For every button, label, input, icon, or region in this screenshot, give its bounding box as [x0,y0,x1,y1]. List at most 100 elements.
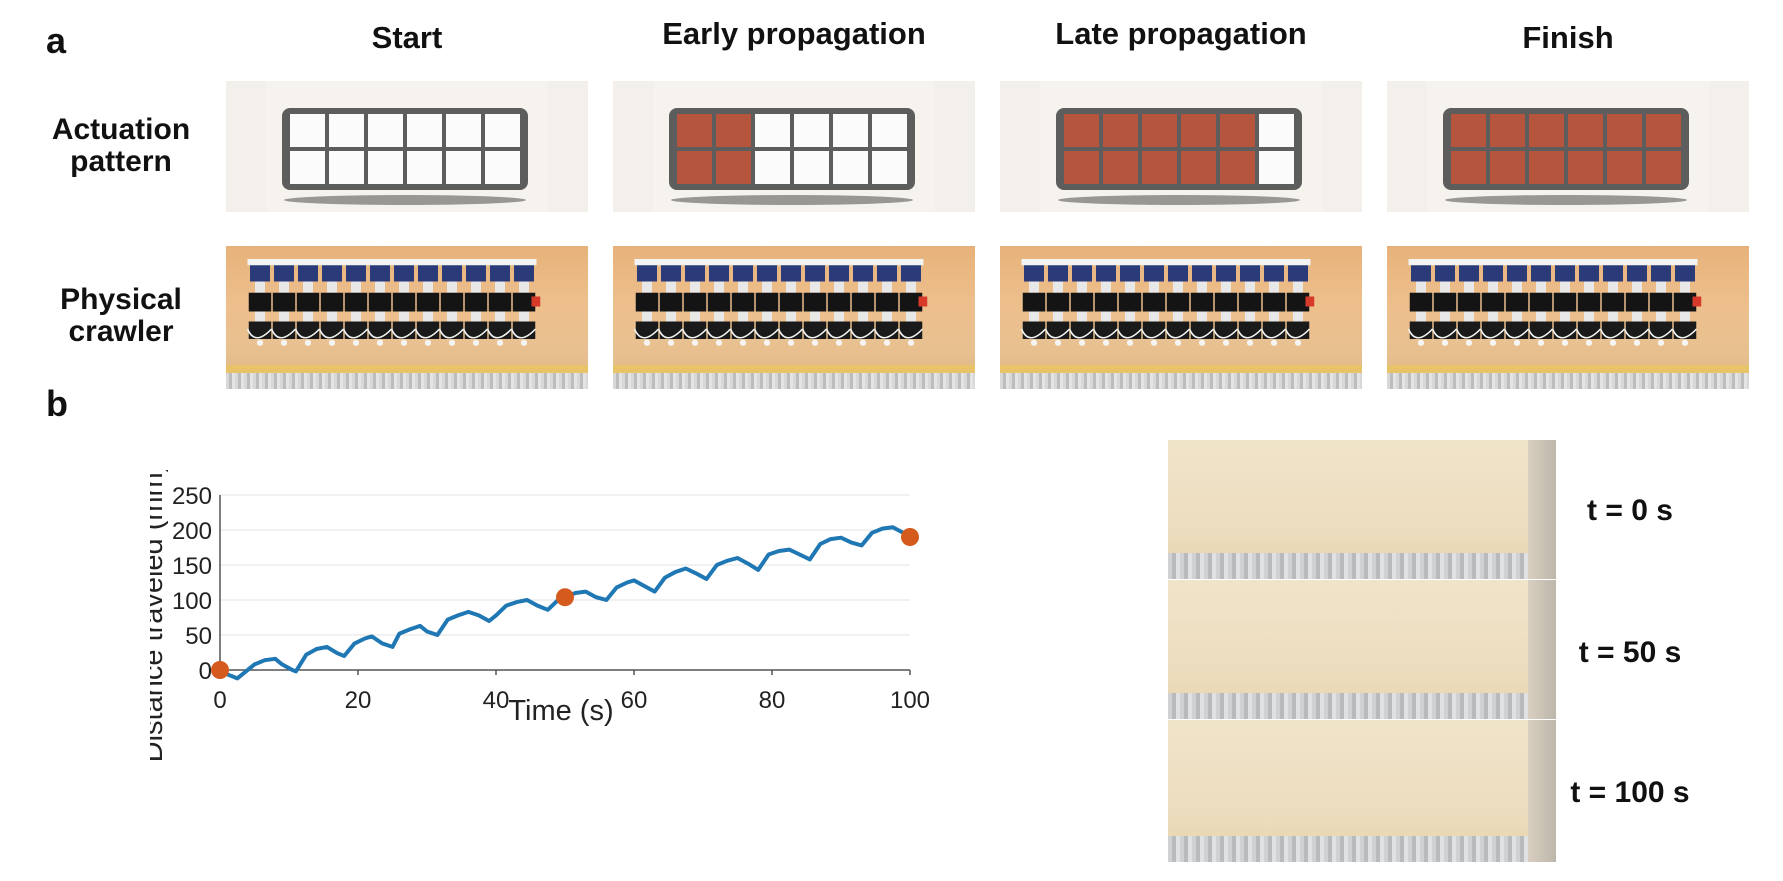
module-cap [1552,259,1578,266]
module-middle [1286,292,1310,312]
module-cap [487,259,513,266]
snapshot-photo-t100 [1168,720,1556,862]
foot [1585,339,1593,346]
module-connector [1512,311,1522,322]
foot [859,339,867,346]
foot [400,339,408,346]
tube [753,328,780,339]
y-tick-label: 150 [172,553,212,580]
module-connector [786,281,796,293]
module-connector [351,281,361,293]
module-middle [1553,292,1577,312]
actuated-cell [1138,110,1181,151]
unactuated-cell [364,110,407,151]
module-connector [810,281,820,293]
unactuated-cell [481,110,524,151]
tube [1260,328,1287,339]
module-connector [642,311,652,322]
column-title-late: Late propagation [1055,16,1307,51]
module-middle [875,292,899,312]
module-cap [1576,259,1602,266]
module-middle [1505,292,1529,312]
module-middle [1529,292,1553,312]
x-tick-label: 40 [483,687,510,714]
data-marker [211,661,229,679]
module-middle [683,292,707,312]
module-top [709,264,729,282]
module-middle [1142,292,1166,312]
tube [1479,328,1506,339]
module-connector [1488,311,1498,322]
tube [1407,328,1434,339]
tube [438,328,465,339]
module-middle [416,292,440,312]
module-cap [1093,259,1119,266]
unactuated-cell [868,110,911,151]
module-connector [1029,311,1039,322]
foot [1270,339,1278,346]
module-connector [1608,311,1618,322]
foot [448,339,456,346]
actuated-cell [1447,110,1490,151]
actuated-cell [1216,110,1259,151]
foot [304,339,312,346]
foot [1246,339,1254,346]
module-top [370,264,390,282]
module-top [1675,264,1695,282]
module-cap [1408,259,1434,266]
module-cap [706,259,732,266]
tube [1431,328,1458,339]
module-connector [1173,281,1183,293]
module-top [1120,264,1140,282]
module-middle [635,292,659,312]
module-connector [858,281,868,293]
module-cap [1648,259,1674,266]
module-middle [296,292,320,312]
tube [1671,328,1698,339]
tube [801,328,828,339]
module-top [1555,264,1575,282]
snapshot-label-t100: t = 100 s [1570,776,1690,809]
unactuated-cell [442,110,485,151]
tube [873,328,900,339]
module-top [1579,264,1599,282]
module-middle [779,292,803,312]
module-top [805,264,825,282]
module-top [442,264,462,282]
marker-tip [531,296,541,307]
module-connector [1269,311,1279,322]
unactuated-cell [403,147,446,188]
tube [681,328,708,339]
distance-chart: 0 50 100 150 200 250 0 20 40 60 80 100 Time (s) Dis… [150,470,930,762]
module-top [298,264,318,282]
foot [472,339,480,346]
tube [777,328,804,339]
module-top [322,264,342,282]
module-cap [658,259,684,266]
module-connector [1584,311,1594,322]
module-connector [1269,281,1279,293]
actuation-tile-late [1000,81,1362,212]
module-cap [802,259,828,266]
module-connector [666,281,676,293]
snapshot-photo-t50 [1168,580,1556,719]
module-cap [826,259,852,266]
series-line-distance [218,525,912,681]
module-middle [440,292,464,312]
foot [715,339,723,346]
unactuated-cell [868,147,911,188]
module-connector [1560,311,1570,322]
row-label-actuation: Actuation pattern [51,113,191,178]
x-tick-label: 100 [890,687,930,714]
module-middle [488,292,512,312]
y-tick-label: 0 [199,658,212,685]
module-top [1216,264,1236,282]
module-top [1264,264,1284,282]
actuated-cell [1564,110,1607,151]
module-connector [1197,311,1207,322]
foot [1150,339,1158,346]
foot [376,339,384,346]
bar-shadow [1058,195,1300,205]
foot [1198,339,1206,346]
module-connector [1608,281,1618,293]
